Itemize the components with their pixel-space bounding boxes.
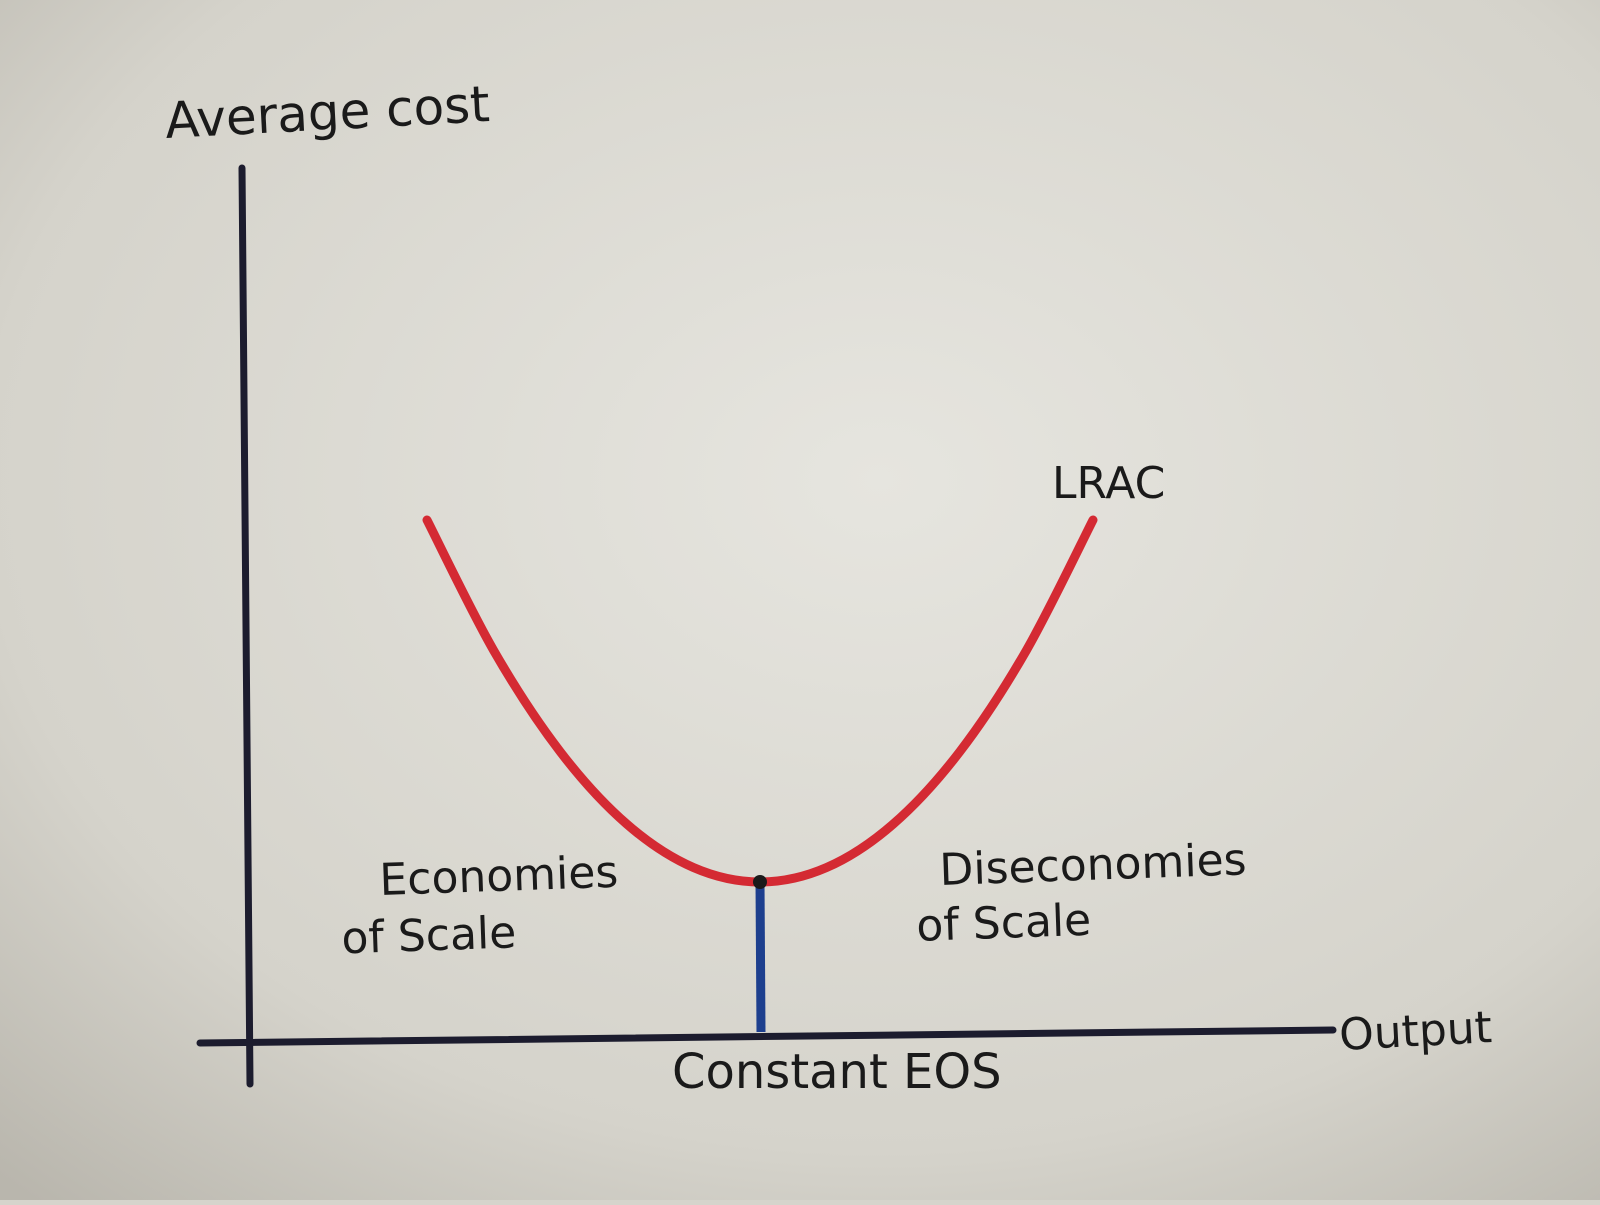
constant-eos-point: [753, 875, 767, 889]
x-axis-line: [196, 1026, 1337, 1047]
constant-eos-marker-line: [755, 881, 766, 1033]
diseconomies-annotation: Diseconomies of Scale: [914, 834, 1264, 952]
lrac-series-label: LRAC: [1052, 458, 1165, 509]
diseconomies-annotation-line-1: Diseconomies: [939, 834, 1248, 896]
constant-eos-label: Constant EOS: [672, 1044, 1002, 1100]
economies-annotation-line-2: of Scale: [341, 907, 517, 964]
diseconomies-annotation-line-2: of Scale: [916, 895, 1092, 952]
y-axis-line: [238, 164, 254, 1088]
economies-annotation-line-1: Economies: [379, 847, 619, 906]
x-axis-label: Output: [1338, 1002, 1493, 1061]
economies-annotation: Economies of Scale: [339, 846, 635, 964]
